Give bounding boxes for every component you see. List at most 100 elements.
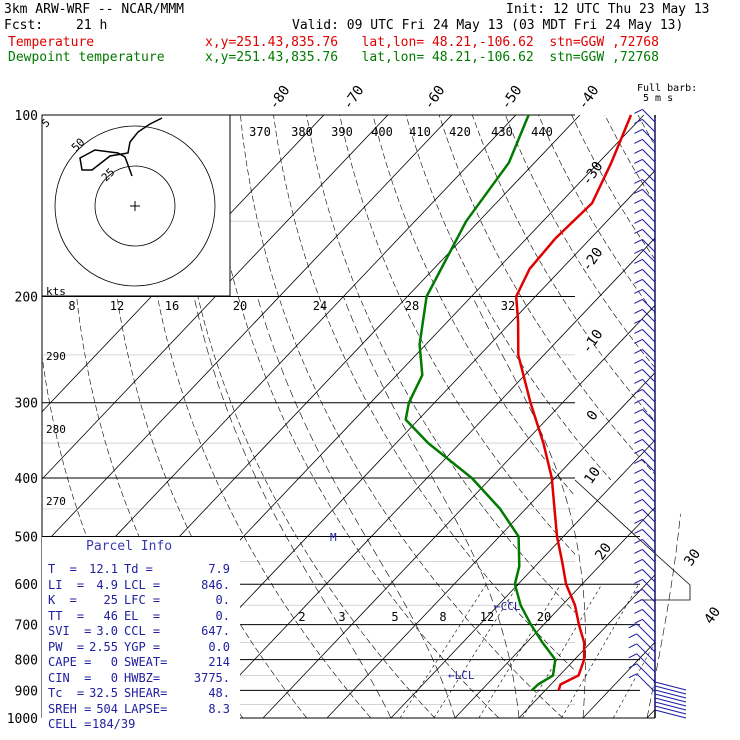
wind-barb xyxy=(642,229,656,243)
parcel-label: Td = xyxy=(124,562,153,576)
wind-barb-low xyxy=(654,689,687,699)
parcel-label: LFC = xyxy=(124,593,161,607)
wind-barb-flag xyxy=(634,398,643,404)
wind-barb xyxy=(642,479,656,493)
parcel-value: 3.0 xyxy=(96,624,118,638)
isotherm-10 xyxy=(518,115,655,719)
isotherm-label: -80 xyxy=(266,83,294,113)
wind-barb xyxy=(642,359,656,373)
wind-barb xyxy=(642,389,656,403)
wind-barb-flag xyxy=(634,108,643,114)
hodo-speed-label: 16 xyxy=(165,299,179,313)
wind-barb-flag xyxy=(634,488,643,494)
parcel-label: EL = xyxy=(124,608,161,623)
wind-barb-flag xyxy=(634,298,643,304)
theta-label: 400 xyxy=(371,125,393,139)
isotherm-label: -50 xyxy=(498,83,526,113)
wind-barb xyxy=(642,319,656,333)
wind-barb xyxy=(642,129,656,143)
wind-barb-low xyxy=(654,709,687,719)
parcel-label: LAPSE= xyxy=(124,701,168,716)
parcel-label: K = xyxy=(48,593,77,607)
sounding-series xyxy=(404,114,633,692)
parcel-value: 0 xyxy=(110,655,118,669)
parcel-info-title: Parcel Info xyxy=(86,539,173,554)
wind-barb xyxy=(642,189,656,203)
parcel-value: 7.9 xyxy=(208,562,230,576)
dry-adiabat-290 xyxy=(240,115,564,719)
mixing-ratio-label: 5 xyxy=(391,610,398,624)
wind-barb-flag xyxy=(634,468,643,474)
mixing-ratio-8 xyxy=(522,584,603,719)
barb-unit: 5 m s xyxy=(643,93,674,104)
wind-barb-flag xyxy=(634,338,643,344)
parcel-value: 846. xyxy=(201,577,230,592)
pressure-label-200: 200 xyxy=(15,291,38,306)
parcel-value: 32.5 xyxy=(89,686,118,700)
mixing-ratio-label: 8 xyxy=(439,610,446,624)
left-scale-label: 280 xyxy=(46,423,66,436)
dry-adiabat-420 xyxy=(671,115,740,718)
wind-barb xyxy=(642,549,656,563)
pressure-label-800: 800 xyxy=(15,654,38,669)
wind-barb-low xyxy=(654,705,687,715)
parcel-label: CIN = xyxy=(48,670,92,685)
parcel-label: SVI = xyxy=(48,624,92,638)
wind-barb-flag xyxy=(634,368,643,374)
wind-barb-flag xyxy=(634,128,643,134)
isotherm--10 xyxy=(390,115,655,719)
dewpoint-station-info: x,y=251.43,835.76 lat,lon= 48.21,-106.62… xyxy=(205,50,659,65)
wind-barb xyxy=(642,419,656,433)
corner-outline xyxy=(574,479,691,601)
wind-barb-flag xyxy=(634,608,643,614)
parcel-value: 12.1 xyxy=(89,562,118,576)
wind-barb xyxy=(642,259,656,273)
wind-barb xyxy=(642,269,656,283)
theta-label: 430 xyxy=(491,125,513,139)
wind-barb-flag xyxy=(634,138,643,144)
dry-adiabat-330 xyxy=(372,115,655,719)
hodo-speed-label: 12 xyxy=(110,299,124,313)
wind-barb xyxy=(642,159,656,173)
pressure-label-500: 500 xyxy=(15,530,38,545)
wind-barb-low xyxy=(654,697,687,707)
wind-barb-flag xyxy=(634,408,643,414)
wind-barb-flag xyxy=(634,358,643,364)
wind-barb xyxy=(642,299,656,313)
dewpoint-line xyxy=(404,114,557,692)
dewpoint-legend: Dewpoint temperature xyxy=(8,50,165,65)
moist-adiabat-40 xyxy=(711,297,740,719)
temperature-legend: Temperature xyxy=(8,35,95,50)
isotherm--20 xyxy=(326,115,655,719)
parcel-label: CCL = xyxy=(124,624,161,638)
hodograph-ring xyxy=(94,165,176,247)
parcel-label: SREH = xyxy=(48,701,92,716)
isotherm--100 xyxy=(42,115,389,719)
wind-barbs xyxy=(628,108,687,719)
wind-barb-flag xyxy=(634,268,643,274)
wind-barb-flag xyxy=(634,548,643,554)
wind-barb xyxy=(642,349,656,363)
wind-barb-flag xyxy=(634,618,643,624)
wind-barb-flag xyxy=(628,643,638,649)
moist-adiabat--10 xyxy=(193,296,392,719)
dry-adiabat-280 xyxy=(206,115,500,719)
wind-barb xyxy=(642,239,656,253)
wind-barb xyxy=(642,499,656,513)
parcel-label: T = xyxy=(48,562,77,576)
wind-barb-flag xyxy=(634,388,643,394)
wind-barb xyxy=(642,209,656,223)
left-scale-label: 270 xyxy=(46,495,66,508)
parcel-value: 647. xyxy=(201,624,230,638)
wind-barb xyxy=(642,329,656,343)
parcel-value: 4.9 xyxy=(96,577,118,592)
isotherm--40 xyxy=(198,115,655,719)
wind-barb xyxy=(642,409,656,423)
wind-barb xyxy=(642,369,656,383)
dry-adiabat-250 xyxy=(106,115,308,719)
wind-barb xyxy=(636,633,656,653)
hodograph-trace xyxy=(79,117,163,177)
isotherm-label: -40 xyxy=(575,83,603,113)
